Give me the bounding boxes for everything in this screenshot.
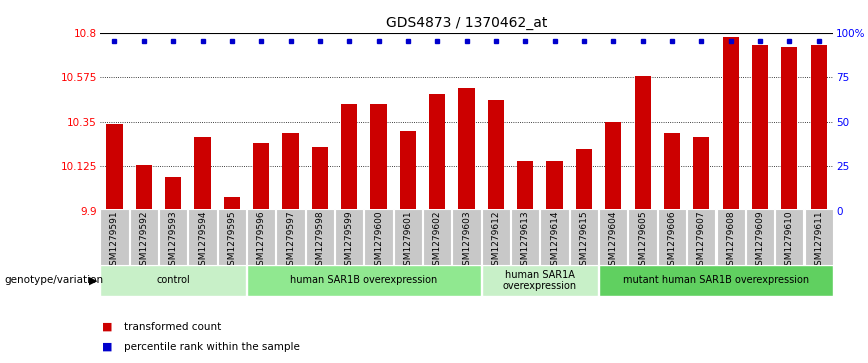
Bar <box>101 209 128 265</box>
Text: GSM1279614: GSM1279614 <box>550 211 559 271</box>
Bar <box>569 209 598 265</box>
Bar <box>458 88 475 211</box>
Bar <box>775 209 804 265</box>
Text: GSM1279611: GSM1279611 <box>814 211 823 271</box>
Text: transformed count: transformed count <box>124 322 221 333</box>
Text: GSM1279607: GSM1279607 <box>697 211 706 271</box>
Bar <box>511 209 539 265</box>
Text: GSM1279596: GSM1279596 <box>257 211 266 271</box>
Bar <box>488 100 504 211</box>
Bar <box>101 265 246 296</box>
Bar <box>752 45 768 211</box>
Bar <box>341 104 358 211</box>
Text: GSM1279602: GSM1279602 <box>433 211 442 271</box>
Text: GSM1279597: GSM1279597 <box>286 211 295 271</box>
Bar <box>694 138 709 211</box>
Text: ■: ■ <box>102 322 113 332</box>
Bar <box>811 45 826 211</box>
Bar <box>306 209 334 265</box>
Bar <box>253 143 269 211</box>
Bar <box>429 94 445 211</box>
Bar <box>312 147 328 211</box>
Text: GSM1279609: GSM1279609 <box>755 211 765 271</box>
Text: GSM1279601: GSM1279601 <box>404 211 412 271</box>
Bar <box>107 123 122 211</box>
Bar <box>547 161 562 211</box>
Text: genotype/variation: genotype/variation <box>4 275 103 285</box>
Text: GSM1279605: GSM1279605 <box>638 211 647 271</box>
Bar <box>276 209 305 265</box>
Text: GSM1279604: GSM1279604 <box>608 211 618 271</box>
Bar <box>188 209 217 265</box>
Bar <box>224 197 240 211</box>
Bar <box>541 209 569 265</box>
Text: GSM1279615: GSM1279615 <box>580 211 589 271</box>
Text: ▶: ▶ <box>89 275 97 285</box>
Bar <box>628 209 657 265</box>
Text: GSM1279613: GSM1279613 <box>521 211 529 271</box>
Bar <box>687 209 715 265</box>
Bar <box>482 265 598 296</box>
Bar <box>658 209 686 265</box>
Text: GSM1279593: GSM1279593 <box>168 211 178 271</box>
Bar <box>599 265 832 296</box>
Bar <box>335 209 364 265</box>
Text: ■: ■ <box>102 342 113 352</box>
Bar <box>135 165 152 211</box>
Bar <box>746 209 774 265</box>
Text: GSM1279612: GSM1279612 <box>491 211 500 271</box>
Text: GSM1279598: GSM1279598 <box>315 211 325 271</box>
Text: percentile rank within the sample: percentile rank within the sample <box>124 342 300 352</box>
Text: GSM1279599: GSM1279599 <box>345 211 353 271</box>
Bar <box>575 149 592 211</box>
Bar <box>517 161 533 211</box>
Text: GSM1279610: GSM1279610 <box>785 211 793 271</box>
Text: GSM1279595: GSM1279595 <box>227 211 236 271</box>
Bar <box>129 209 158 265</box>
Text: control: control <box>156 276 190 285</box>
Text: human SAR1B overexpression: human SAR1B overexpression <box>290 276 437 285</box>
Bar <box>165 177 181 211</box>
Bar <box>716 209 745 265</box>
Bar <box>247 265 481 296</box>
Bar <box>482 209 510 265</box>
Bar <box>365 209 392 265</box>
Bar <box>722 37 739 211</box>
Bar <box>452 209 481 265</box>
Text: mutant human SAR1B overexpression: mutant human SAR1B overexpression <box>623 276 809 285</box>
Bar <box>781 46 798 211</box>
Bar <box>159 209 187 265</box>
Bar <box>371 104 386 211</box>
Bar <box>194 138 211 211</box>
Bar <box>394 209 422 265</box>
Bar <box>635 76 651 211</box>
Title: GDS4873 / 1370462_at: GDS4873 / 1370462_at <box>386 16 547 30</box>
Text: GSM1279608: GSM1279608 <box>727 211 735 271</box>
Bar <box>599 209 628 265</box>
Text: GSM1279606: GSM1279606 <box>667 211 676 271</box>
Bar <box>805 209 832 265</box>
Text: GSM1279603: GSM1279603 <box>462 211 471 271</box>
Bar <box>605 122 621 211</box>
Bar <box>247 209 275 265</box>
Bar <box>423 209 451 265</box>
Text: GSM1279594: GSM1279594 <box>198 211 207 271</box>
Text: GSM1279600: GSM1279600 <box>374 211 383 271</box>
Text: GSM1279591: GSM1279591 <box>110 211 119 271</box>
Text: human SAR1A
overexpression: human SAR1A overexpression <box>503 270 577 291</box>
Text: GSM1279592: GSM1279592 <box>140 211 148 271</box>
Bar <box>400 131 416 211</box>
Bar <box>218 209 246 265</box>
Bar <box>664 134 680 211</box>
Bar <box>282 134 299 211</box>
